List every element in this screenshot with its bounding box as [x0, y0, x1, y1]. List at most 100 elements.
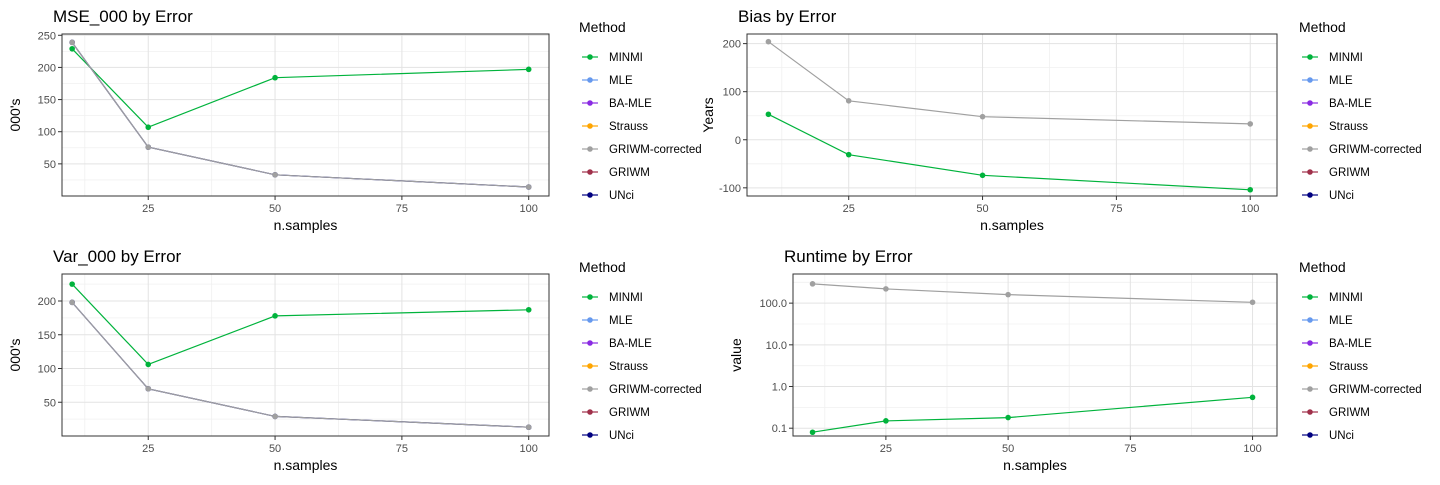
- data-point: [1005, 291, 1011, 298]
- plot-border: [61, 33, 550, 197]
- data-point: [525, 184, 532, 190]
- y-tick-label: 250: [38, 30, 56, 42]
- x-axis-label: n.samples: [1003, 457, 1067, 473]
- legend-key-point: [587, 317, 593, 323]
- x-axis-label: n.samples: [980, 217, 1044, 233]
- legend-key-point: [587, 77, 593, 83]
- y-tick-label: 150: [38, 330, 56, 342]
- data-point: [1247, 121, 1254, 127]
- series-line: [71, 283, 529, 366]
- x-tick-label: 50: [269, 203, 281, 215]
- series-line: [768, 41, 1251, 125]
- plot-background: [62, 274, 549, 436]
- legend-label: MLE: [1329, 315, 1353, 327]
- legend-key-point: [1307, 409, 1313, 415]
- legend-item: BA-MLE: [582, 98, 652, 110]
- legend-label: BA-MLE: [609, 338, 652, 350]
- legend-label: MLE: [1329, 75, 1353, 87]
- legend-key-point: [1307, 123, 1313, 129]
- data-point: [525, 424, 532, 431]
- legend-key-point: [1307, 340, 1313, 346]
- legend-label: GRIWM: [1329, 407, 1370, 419]
- legend-item: Strauss: [582, 121, 648, 133]
- data-point: [979, 113, 986, 120]
- panel-3: Var_000 by Error 25 50 75 100 50 100 150 200 n.sa…: [7, 247, 702, 473]
- plot-border: [61, 273, 550, 437]
- data-point: [145, 124, 152, 131]
- y-axis-label: value: [728, 338, 744, 372]
- data-point: [809, 429, 816, 436]
- legend-item: MLE: [582, 75, 633, 87]
- x-tick-label: 100: [520, 203, 538, 215]
- legend-key-point: [587, 340, 593, 346]
- legend-item: MLE: [1302, 75, 1353, 87]
- legend-item: BA-MLE: [1302, 338, 1372, 350]
- chart-title: Bias by Error: [738, 7, 837, 26]
- legend-title: Method: [579, 19, 626, 35]
- series-line: [812, 396, 1253, 433]
- data-point: [765, 38, 772, 45]
- x-tick-label: 75: [1110, 203, 1122, 215]
- y-tick-label: 100: [723, 87, 741, 99]
- data-point: [69, 39, 75, 46]
- x-axis-label: n.samples: [274, 457, 338, 473]
- legend-item: BA-MLE: [1302, 98, 1372, 110]
- plot-border: [792, 273, 1278, 437]
- legend-title: Method: [1299, 19, 1346, 35]
- legend-label: GRIWM-corrected: [1329, 384, 1422, 396]
- y-tick-label: 0: [735, 135, 741, 147]
- legend-item: BA-MLE: [582, 338, 652, 350]
- legend-item: UNci: [582, 190, 634, 202]
- legend-label: MINMI: [609, 292, 643, 304]
- legend-label: BA-MLE: [1329, 338, 1372, 350]
- series-line: [768, 113, 1251, 191]
- x-tick-label: 100: [1243, 443, 1261, 455]
- legend-key-point: [1307, 363, 1313, 369]
- legend-label: UNci: [609, 190, 634, 202]
- legend-key-point: [1307, 192, 1313, 198]
- legend-key-point: [587, 146, 593, 152]
- x-tick-label: 100: [520, 443, 538, 455]
- legend-key-point: [587, 363, 593, 369]
- plot-background: [62, 34, 549, 196]
- legend-label: UNci: [1329, 190, 1354, 202]
- y-tick-label: 200: [723, 39, 741, 51]
- data-point: [272, 313, 278, 319]
- plot-background: [793, 274, 1277, 436]
- series-minmi: [809, 394, 1256, 436]
- data-point: [1249, 394, 1256, 401]
- series-griwm-corrected: [69, 299, 532, 431]
- panel-4: Runtime by Error 25 50 75 100 0.1 1.0 10.0 100.0…: [728, 247, 1422, 473]
- data-point: [69, 281, 75, 287]
- series-griwm-corrected: [809, 281, 1256, 306]
- y-tick-label: -100: [719, 183, 741, 195]
- legend-label: BA-MLE: [1329, 98, 1372, 110]
- series-line: [812, 283, 1253, 303]
- legend-key-point: [1307, 294, 1313, 300]
- data-point: [272, 171, 278, 178]
- legend-label: Strauss: [1329, 361, 1368, 373]
- x-tick-label: 75: [1124, 443, 1136, 455]
- legend-key-point: [587, 192, 593, 198]
- legend-label: MLE: [609, 75, 633, 87]
- legend-key-point: [587, 409, 593, 415]
- panel-1: MSE_000 by Error 25 50 75 100 50 100 150 200 250 n…: [7, 7, 702, 233]
- y-axis-label: 000's: [7, 338, 23, 371]
- chart-title: Var_000 by Error: [53, 247, 182, 266]
- legend-label: MINMI: [609, 52, 643, 64]
- data-point: [1005, 414, 1011, 421]
- legend: Method MINMI MLE BA-MLE Strauss GRIWM-correct…: [579, 19, 702, 202]
- data-point: [1247, 186, 1254, 193]
- legend-key-point: [587, 294, 593, 300]
- legend-key-point: [587, 169, 593, 175]
- legend-label: GRIWM-corrected: [609, 144, 702, 156]
- data-point: [525, 306, 532, 313]
- data-point: [979, 172, 986, 179]
- series-line: [71, 42, 529, 188]
- x-tick-label: 75: [396, 443, 408, 455]
- legend-item: GRIWM: [582, 167, 650, 179]
- data-point: [883, 286, 889, 292]
- data-point: [845, 151, 852, 158]
- x-tick-label: 100: [1241, 203, 1259, 215]
